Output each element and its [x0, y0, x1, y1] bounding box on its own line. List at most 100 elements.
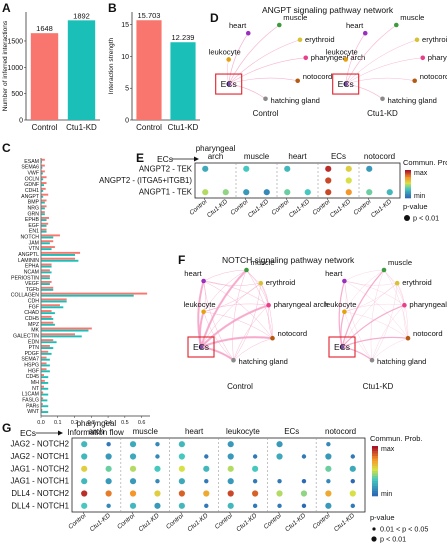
panel-g-dot-r0-c3 — [155, 441, 160, 447]
panel-g-dot-r3-c6 — [227, 478, 234, 485]
panel-g-dot-r1-c6 — [227, 453, 234, 460]
panel-g-colorbar-step-12 — [372, 476, 378, 479]
panel-g-dot-r1-c9 — [301, 454, 307, 459]
panel-c-category-label: NOTCH — [21, 235, 40, 241]
panel-c-bar — [41, 411, 49, 413]
panel-b-ytick-label-1: 5 — [125, 86, 129, 93]
panel-g-pvalue-dot-1 — [371, 536, 377, 542]
notch-control-node-label-muscle: muscle — [251, 258, 275, 267]
angpt-control-node-label-erythroid: erythroid — [305, 35, 335, 44]
notch-control-node-label-heart: heart — [184, 269, 202, 278]
panel-g-dot-r1-c1 — [105, 453, 112, 460]
panel-g-dot-r4-c10 — [325, 490, 332, 497]
panel-c-bar — [41, 242, 50, 245]
angpt-control-node-label-hatching-gland: hatching gland — [271, 96, 320, 105]
panel-c: 0.0 0.1 0.2 0.3 0.4 0.5 0.6 Information flow ESA… — [11, 158, 150, 437]
panel-g-colorbar-step-11 — [372, 473, 378, 477]
notch-ctu1-edge-29 — [340, 311, 346, 348]
panel-a-ytick-label-1: 500 — [11, 91, 23, 98]
panel-c-category-label: VTN — [29, 246, 40, 252]
panel-b-category-label-1: Ctu1-KD — [168, 123, 199, 132]
panel-e-dot-r2-c3 — [263, 189, 270, 196]
panel-c-category-label: ESAM — [24, 159, 39, 165]
panel-c-bar — [41, 248, 52, 251]
panel-e-pvalue-label-0: p < 0.01 — [413, 214, 439, 223]
panel-g-dot-r5-c7 — [252, 503, 258, 509]
panel-g-dot-r2-c2 — [129, 465, 137, 472]
notch-control-edge-32 — [200, 336, 273, 348]
panel-g-dot-r4-c8 — [276, 490, 283, 497]
angpt-control-edge-3 — [228, 57, 306, 85]
panel-c-category-label: PARs — [26, 403, 39, 409]
panel-e-colorbar-step-10 — [405, 184, 411, 186]
panel-c-category-label: CHAD — [24, 310, 39, 316]
panel-g-colorbar-step-14 — [372, 481, 378, 484]
angpt-ctu1-edge-2 — [345, 39, 418, 85]
panel-c-xtick-label-4: 0.4 — [104, 420, 112, 426]
panel-c-bar — [41, 263, 52, 266]
panel-e-group-label-3-0: ECs — [331, 152, 346, 161]
panel-g-dot-r1-c0 — [81, 453, 88, 460]
panel-g-colorbar-step-3 — [372, 453, 378, 457]
panel-letter-a: A — [2, 1, 11, 15]
panel-c-bar — [41, 374, 45, 376]
notch-control-condition-label: Control — [227, 382, 253, 391]
panel-g-dot-r1-c7 — [252, 454, 258, 459]
panel-g-condition-label-2: Control — [116, 512, 137, 531]
panel-e-colorbar-step-1 — [405, 171, 411, 174]
notch-ctu1-edge-2 — [344, 280, 405, 306]
panel-g-condition-label-4: Control — [165, 512, 186, 531]
panel-g-dot-r3-c2 — [129, 478, 137, 485]
notch-control-edge-31 — [200, 345, 235, 362]
panel-e-row-label-2: ANGPT1 - TEK — [139, 188, 193, 197]
panel-c-bar — [41, 329, 89, 332]
angpt-ctu1-node-erythroid — [414, 37, 420, 43]
panel-c-category-label: BMP — [28, 200, 40, 206]
panel-g-dot-r4-c9 — [300, 490, 308, 497]
panel-e-colorbar-step-2 — [405, 172, 411, 175]
panel-g-dot-r3-c0 — [81, 478, 88, 485]
panel-e-colorbar-step-7 — [405, 179, 411, 182]
panel-g-dot-r2-c11 — [349, 465, 356, 472]
panel-c-category-label: MK — [31, 328, 39, 334]
panel-e-group-label-4-0: notocord — [364, 152, 395, 161]
angpt-ctu1-node-ecs — [343, 81, 349, 87]
notch-control-node-label-leukocyte: leukocyte — [184, 300, 216, 309]
panel-c-bar — [41, 300, 67, 303]
panel-c-bar — [41, 184, 45, 187]
notch-control-edge-27 — [233, 337, 273, 361]
notch-ctu1-edge-10 — [397, 283, 409, 339]
panel-a-category-label-0: Control — [32, 123, 58, 132]
notch-ctu1-node-label-pharyngeal-arch: pharyngeal arch — [409, 300, 447, 309]
notch-ctu1-edge-31 — [341, 346, 373, 361]
panel-c-bar — [41, 170, 45, 173]
notch-ctu1-node-label-hatching-gland: hatching gland — [377, 357, 426, 366]
angpt-control-ecs-highlight-box — [215, 73, 243, 95]
panel-g-dot-r4-c7 — [252, 490, 259, 497]
panel-g-dot-r5-c1 — [106, 503, 111, 509]
notch-ctu1-edge-25 — [344, 311, 373, 361]
panel-c-bar — [41, 269, 50, 272]
panel-g-row-label-5: DLL4 - NOTCH1 — [11, 501, 69, 510]
notch-control-edge-0 — [203, 269, 247, 282]
panel-c-bar — [41, 254, 76, 256]
panel-c-bar — [41, 182, 47, 184]
angpt-ctu1-node-label-muscle: muscle — [400, 13, 424, 22]
panel-c-bar — [41, 310, 52, 312]
panel-g-dot-r1-c5 — [204, 454, 209, 459]
panel-g-condition-label-9: Ctu1-KD — [284, 512, 308, 533]
panel-e-colorbar-step-5 — [405, 177, 411, 179]
angpt-control-edge-4 — [228, 77, 298, 85]
panel-g-colorbar-step-10 — [372, 471, 378, 474]
panel-g-colorbar-step-7 — [372, 463, 378, 467]
panel-c-bar — [41, 236, 54, 239]
panel-g-dot-r3-c3 — [155, 478, 160, 484]
panel-c-category-label: NT — [32, 386, 40, 392]
panel-c-category-label: ANGPT — [21, 194, 40, 200]
panel-g-condition-label-8: Control — [263, 512, 284, 531]
panel-b-bar-0 — [136, 20, 162, 121]
panel-c-bar — [41, 350, 49, 353]
panel-c-bar — [41, 344, 50, 347]
panel-g-dot-r3-c10 — [326, 478, 331, 484]
panel-c-bar — [41, 387, 49, 390]
